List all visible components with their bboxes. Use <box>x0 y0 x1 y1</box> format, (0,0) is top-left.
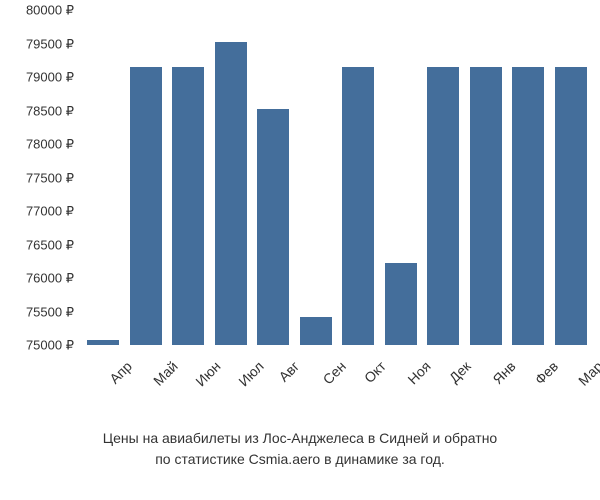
y-axis: 80000 ₽79500 ₽79000 ₽78500 ₽78000 ₽77500… <box>0 10 82 345</box>
x-tick-label: Июн <box>193 358 224 389</box>
y-tick-label: 80000 ₽ <box>0 4 74 17</box>
x-tick-label: Дек <box>446 358 474 386</box>
y-tick-label: 78000 ₽ <box>0 138 74 151</box>
y-tick-label: 75000 ₽ <box>0 339 74 352</box>
y-tick-label: 77000 ₽ <box>0 205 74 218</box>
x-tick-label: Сен <box>319 358 348 387</box>
y-tick-label: 79000 ₽ <box>0 71 74 84</box>
bar <box>342 67 374 345</box>
x-tick-label: Июл <box>235 358 266 389</box>
bar <box>555 67 587 345</box>
x-tick-label: Янв <box>489 358 518 387</box>
plot-area <box>82 10 592 345</box>
caption-line-2: по статистике Csmia.aero в динамике за г… <box>0 449 600 470</box>
x-tick-label: Апр <box>106 358 135 387</box>
bar <box>215 42 247 345</box>
bar <box>130 67 162 345</box>
x-tick-label: Окт <box>361 358 389 386</box>
bar <box>300 317 332 345</box>
bar <box>385 263 417 345</box>
y-tick-label: 75500 ₽ <box>0 305 74 318</box>
y-tick-label: 76500 ₽ <box>0 238 74 251</box>
bar <box>427 67 459 345</box>
x-tick-label: Май <box>150 358 181 389</box>
x-tick-label: Фев <box>532 358 562 388</box>
y-tick-label: 76000 ₽ <box>0 272 74 285</box>
caption-line-1: Цены на авиабилеты из Лос-Анджелеса в Си… <box>0 428 600 449</box>
chart-caption: Цены на авиабилеты из Лос-Анджелеса в Си… <box>0 428 600 470</box>
x-tick-label: Авг <box>276 358 303 385</box>
bar <box>512 67 544 345</box>
x-tick-label: Мар <box>575 358 600 389</box>
price-chart: 80000 ₽ 79500 ₽ 79000 ₽ 78500 ₽ 78000 ₽ 77500… <box>0 0 600 500</box>
y-tick-label: 77500 ₽ <box>0 171 74 184</box>
y-tick-label: 78500 ₽ <box>0 104 74 117</box>
bar <box>87 340 119 345</box>
bar <box>257 109 289 345</box>
x-tick-label: Ноя <box>404 358 433 387</box>
bar <box>470 67 502 345</box>
y-tick-label: 79500 ₽ <box>0 37 74 50</box>
bar <box>172 67 204 345</box>
x-axis: АпрМайИюнИюлАвгСенОктНояДекЯнвФевМар <box>82 350 592 420</box>
